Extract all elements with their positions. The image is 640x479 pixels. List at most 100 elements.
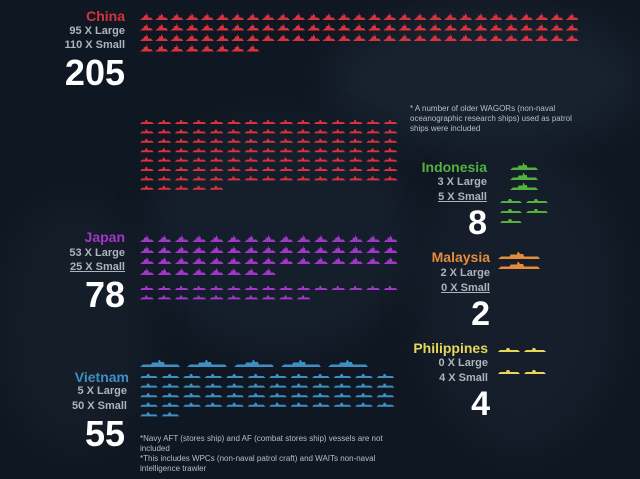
china-small-ship xyxy=(383,157,398,162)
japan-large-ship xyxy=(383,235,398,242)
china-large-ship xyxy=(307,34,321,41)
vietnam-small-ship xyxy=(290,374,309,378)
china-small-ship xyxy=(192,138,207,143)
china-small-ship xyxy=(348,129,363,134)
map-landmass xyxy=(0,200,150,450)
china-small-ship xyxy=(331,129,346,134)
china-small-ship xyxy=(383,176,398,181)
china-large-ship xyxy=(200,34,214,41)
china-large-ship xyxy=(231,23,245,31)
china-small-ship xyxy=(383,138,398,143)
china-small-ship xyxy=(296,129,311,134)
china-large-ship xyxy=(383,23,397,31)
vietnam-small-ship xyxy=(204,374,223,378)
japan-large-ship xyxy=(261,268,276,275)
vietnam-large-ship xyxy=(140,360,180,367)
vietnam-small-ship xyxy=(226,393,244,398)
japan-large-ship xyxy=(140,246,154,253)
china-small-ship xyxy=(174,185,189,190)
china-small-ship xyxy=(279,148,294,153)
china-large-ship xyxy=(246,34,260,41)
japan-large-ship xyxy=(296,257,311,264)
china-small-ship xyxy=(157,167,172,171)
china-large-ship xyxy=(185,23,199,31)
vietnam-small-ship xyxy=(355,402,373,407)
china-large-ship xyxy=(292,34,305,41)
vietnam-small-ship xyxy=(312,374,330,378)
china-small-ship xyxy=(140,167,154,171)
china-small-ship xyxy=(383,120,398,124)
china-small-ship xyxy=(279,129,294,134)
china-small-ship xyxy=(331,176,346,181)
china-large-ship xyxy=(535,34,549,41)
china-small-ship xyxy=(192,120,207,124)
indonesia-small-ship xyxy=(500,219,522,223)
japan-large-ship xyxy=(314,257,328,264)
china-note: * A number of older WAGORs (non-naval oc… xyxy=(410,104,572,133)
vietnam-small-ship xyxy=(247,383,266,388)
japan-small-ship xyxy=(209,286,224,290)
japan-small-ship xyxy=(192,295,207,300)
china-large-ship xyxy=(307,23,321,31)
china-label: China xyxy=(86,8,125,24)
china-small-ship xyxy=(366,148,381,153)
japan-large-ship xyxy=(314,235,328,242)
vietnam-small-ship xyxy=(269,393,287,398)
china-large-ship xyxy=(261,13,275,20)
china-small-ship xyxy=(192,148,207,153)
vietnam-small-ship xyxy=(161,383,180,388)
vietnam-small-ship xyxy=(312,393,330,398)
china-large-ship xyxy=(261,34,275,41)
china-large-ship xyxy=(140,34,153,41)
china-small-ship xyxy=(261,176,276,181)
japan-small-ship xyxy=(227,295,241,300)
china-small-ship xyxy=(209,157,224,162)
vietnam-small-ship xyxy=(161,374,180,378)
china-small-ship xyxy=(331,120,346,124)
japan-small-ship xyxy=(244,286,259,290)
china-large-ship xyxy=(520,34,533,41)
china-small-ship xyxy=(296,176,311,181)
malaysia-label: Malaysia xyxy=(431,249,490,265)
japan-small-ship xyxy=(192,286,207,290)
vietnam-small-ship xyxy=(376,393,395,398)
vietnam-small-ship xyxy=(333,374,352,378)
china-large-ship xyxy=(155,44,169,52)
japan-large-ship xyxy=(192,246,207,253)
japan-large-ship xyxy=(174,235,189,242)
vietnam-small-ship xyxy=(333,393,352,398)
china-small-ship xyxy=(209,176,224,181)
china-large-ship xyxy=(413,13,427,20)
china-large-ship xyxy=(383,34,397,41)
japan-large-ship xyxy=(140,257,154,264)
china-large-ship xyxy=(307,13,321,20)
china-large-ship xyxy=(352,13,366,20)
china-large-ship xyxy=(231,13,245,20)
philippines-small-ship xyxy=(498,370,520,374)
china-small-ship xyxy=(140,120,154,124)
vietnam-label: Vietnam xyxy=(74,369,129,385)
china-large-ship xyxy=(140,23,153,31)
china-large-ship xyxy=(520,13,533,20)
china-large-ship xyxy=(444,23,457,31)
china-small-ship xyxy=(261,120,276,124)
japan-small-ship xyxy=(261,286,276,290)
japan-large-ship xyxy=(227,235,241,242)
china-large-count: 95 X Large xyxy=(69,25,125,37)
japan-large-ship xyxy=(331,257,346,264)
china-large-ship xyxy=(474,34,488,41)
china-large-ship xyxy=(185,44,199,52)
vietnam-small-ship xyxy=(161,402,180,407)
china-small-ship xyxy=(227,120,241,124)
japan-large-ship xyxy=(192,268,207,275)
china-small-ship xyxy=(279,167,294,171)
map-landmass xyxy=(420,150,620,450)
china-small-ship xyxy=(227,148,241,153)
china-large-ship xyxy=(231,44,245,52)
japan-small-ship xyxy=(174,295,189,300)
china-small-ship xyxy=(348,138,363,143)
vietnam-small-ship xyxy=(161,393,180,398)
malaysia-total: 2 xyxy=(471,295,490,333)
china-small-ship xyxy=(227,176,241,181)
